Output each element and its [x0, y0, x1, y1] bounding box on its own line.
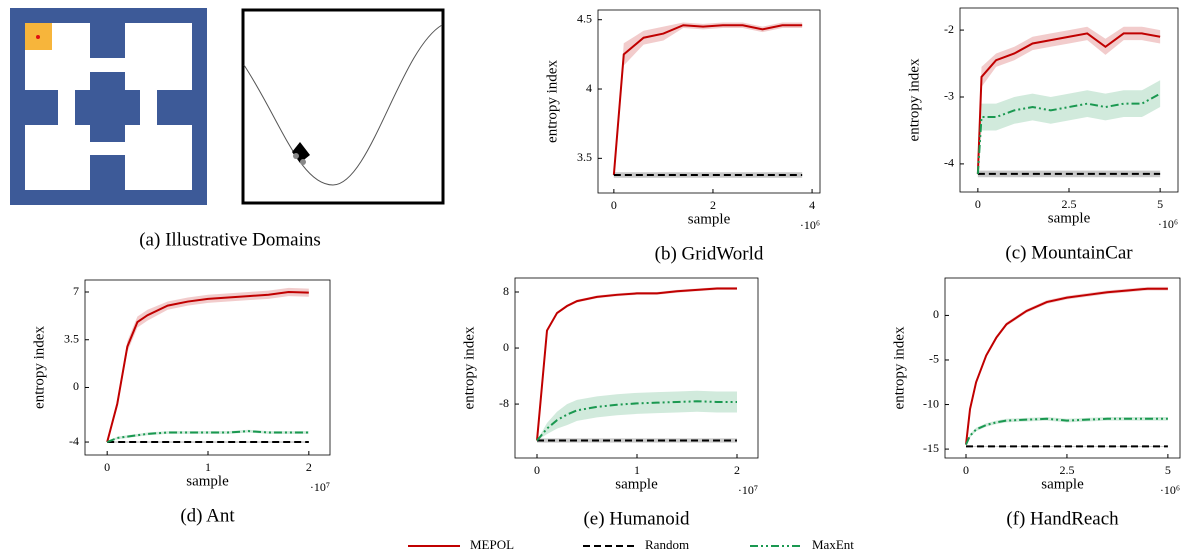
plot-frame	[84, 279, 331, 456]
x-tick-label: 5	[1165, 463, 1171, 477]
y-tick-label: 4	[586, 81, 592, 95]
y-tick-label: 0	[73, 379, 79, 393]
plot-frame	[597, 9, 821, 194]
x-offset-label: ·10⁶	[800, 218, 820, 232]
series-line	[536, 400, 737, 442]
x-tick-label: 4	[809, 198, 815, 212]
caption: (a) Illustrative Domains	[139, 229, 321, 250]
y-tick-label: -2	[944, 22, 954, 36]
caption: (d) Ant	[180, 505, 235, 526]
caption: (e) Humanoid	[583, 508, 690, 529]
caption: (c) MountainCar	[1005, 242, 1133, 263]
y-tick-label: 3.5	[577, 150, 592, 164]
x-tick-label: 2.5	[1059, 463, 1074, 477]
y-tick-label: 3.5	[64, 331, 79, 345]
x-tick-label: 1	[634, 463, 640, 477]
y-axis-label: entropy index	[891, 326, 907, 409]
x-offset-label: ·10⁷	[310, 480, 330, 494]
y-tick-label: -5	[929, 352, 939, 366]
y-tick-label: 8	[503, 284, 509, 298]
legend-label: Random	[645, 537, 689, 552]
y-tick-label: 0	[503, 340, 509, 354]
x-tick-label: 0	[611, 198, 617, 212]
x-tick-label: 2	[306, 460, 312, 474]
x-tick-label: 0	[104, 460, 110, 474]
x-tick-label: 0	[534, 463, 540, 477]
std-band	[537, 390, 737, 441]
x-tick-label: 0	[975, 197, 981, 211]
legend-label: MaxEnt	[812, 537, 854, 552]
x-tick-label: 0	[963, 463, 969, 477]
x-axis-label: sample	[615, 476, 658, 492]
y-tick-label: -4	[944, 156, 954, 170]
plot-frame	[944, 277, 1181, 459]
y-tick-label: 7	[73, 284, 79, 298]
y-tick-label: -4	[69, 434, 79, 448]
y-axis-label: entropy index	[461, 326, 477, 409]
x-tick-label: 5	[1157, 197, 1163, 211]
x-tick-label: 1	[205, 460, 211, 474]
std-band	[107, 287, 309, 443]
caption: (f) HandReach	[1006, 508, 1119, 529]
series-line	[612, 24, 803, 176]
series-line	[965, 287, 1168, 445]
series-line	[106, 430, 309, 443]
mountaincar-domain	[241, 8, 445, 205]
y-tick-label: -15	[923, 441, 939, 455]
x-offset-label: ·10⁷	[738, 483, 758, 497]
series-line	[965, 417, 1168, 446]
y-tick-label: -8	[499, 396, 509, 410]
x-tick-label: 2	[710, 198, 716, 212]
gridworld-domain	[10, 8, 207, 205]
legend-label: MEPOL	[470, 537, 514, 552]
y-axis-label: entropy index	[906, 58, 922, 141]
std-band	[107, 429, 309, 443]
std-band	[977, 80, 1161, 174]
x-offset-label: ·10⁶	[1160, 483, 1180, 497]
series-line	[536, 287, 737, 441]
y-axis-label: entropy index	[31, 326, 47, 409]
series-line	[976, 92, 1161, 174]
x-axis-label: sample	[688, 211, 731, 227]
y-tick-label: 0	[933, 307, 939, 321]
y-tick-label: -3	[944, 89, 954, 103]
series-line	[106, 291, 309, 443]
y-axis-label: entropy index	[544, 60, 560, 143]
x-tick-label: 2.5	[1062, 197, 1077, 211]
y-tick-label: 4.5	[577, 11, 592, 25]
series-line	[976, 32, 1161, 174]
std-band	[613, 22, 803, 175]
x-offset-label: ·10⁶	[1158, 217, 1178, 231]
x-tick-label: 2	[734, 463, 740, 477]
x-axis-label: sample	[1048, 210, 1091, 226]
caption: (b) GridWorld	[655, 243, 764, 264]
x-axis-label: sample	[186, 473, 229, 489]
y-tick-label: -10	[923, 396, 939, 410]
x-axis-label: sample	[1041, 476, 1084, 492]
